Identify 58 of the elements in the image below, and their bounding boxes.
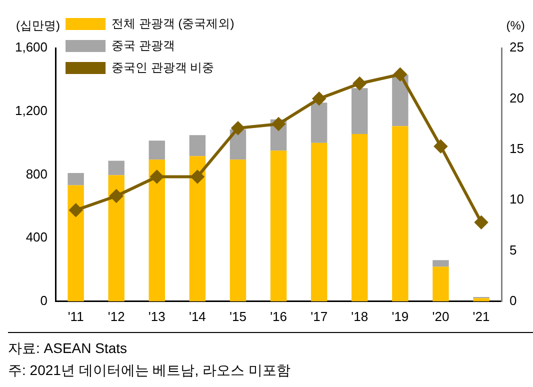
- point: [474, 216, 488, 229]
- y-tick-label: 1,600: [14, 40, 48, 55]
- x-tick-label: '12: [108, 308, 125, 324]
- x-tick-label: '11: [68, 308, 84, 324]
- bar: [148, 160, 166, 302]
- point: [190, 170, 204, 184]
- x-tick-label: '16: [270, 308, 288, 324]
- bar: [473, 298, 490, 302]
- bar: [352, 134, 368, 302]
- x-tick-label: '14: [188, 308, 206, 324]
- point: [150, 170, 164, 184]
- y-tick-label: 800: [26, 166, 48, 182]
- x-tick-label: '18: [351, 308, 368, 324]
- y-axis-title: (십만명): [16, 18, 60, 32]
- legend-label: 중국인 관광객 비중: [112, 60, 214, 74]
- bar: [68, 172, 84, 186]
- point: [312, 92, 326, 106]
- bar: [108, 160, 124, 176]
- bar: [432, 266, 449, 302]
- bar: [148, 140, 166, 160]
- bar: [108, 175, 124, 302]
- x-tick-label: '13: [148, 308, 166, 324]
- point: [231, 122, 244, 135]
- y2-tick-label: 25: [510, 40, 524, 55]
- bar: [189, 156, 206, 302]
- x-tick-label: '19: [392, 308, 409, 324]
- text: 자료: ASEAN Stats: [8, 339, 128, 358]
- point: [110, 189, 123, 202]
- y2-tick-label: 15: [510, 140, 524, 156]
- bar: [270, 150, 287, 302]
- y2-tick-label: 20: [510, 90, 524, 106]
- x-tick-label: '17: [310, 308, 328, 324]
- x-tick-label: '21: [472, 308, 490, 324]
- bar: [230, 160, 246, 302]
- y-tick-label: 0: [40, 292, 48, 308]
- point: [434, 140, 448, 153]
- bar: [392, 126, 408, 302]
- y-tick-label: 400: [26, 230, 48, 245]
- x-tick-label: '20: [432, 308, 450, 324]
- x-tick-label: '15: [230, 308, 246, 324]
- bar: [310, 142, 328, 302]
- y2-tick-label: 0: [510, 292, 517, 308]
- point: [394, 68, 407, 81]
- point: [272, 118, 286, 131]
- y2-axis-title: (%): [506, 18, 525, 32]
- point: [69, 204, 82, 217]
- bar: [310, 102, 328, 143]
- legend-label: 중국 관광객: [112, 38, 175, 52]
- point: [353, 76, 366, 90]
- bar: [352, 88, 368, 134]
- y2-tick-label: 5: [510, 242, 517, 258]
- y-tick-label: 1,200: [14, 102, 48, 118]
- bar: [432, 260, 449, 267]
- text: 주: 2021년 데이터에는 베트남, 라오스 미포함: [8, 361, 292, 380]
- bar: [189, 135, 206, 156]
- bar: [68, 185, 84, 302]
- y2-tick-label: 10: [510, 192, 524, 207]
- legend-label: 전체 관광객 (중국제외): [112, 16, 234, 30]
